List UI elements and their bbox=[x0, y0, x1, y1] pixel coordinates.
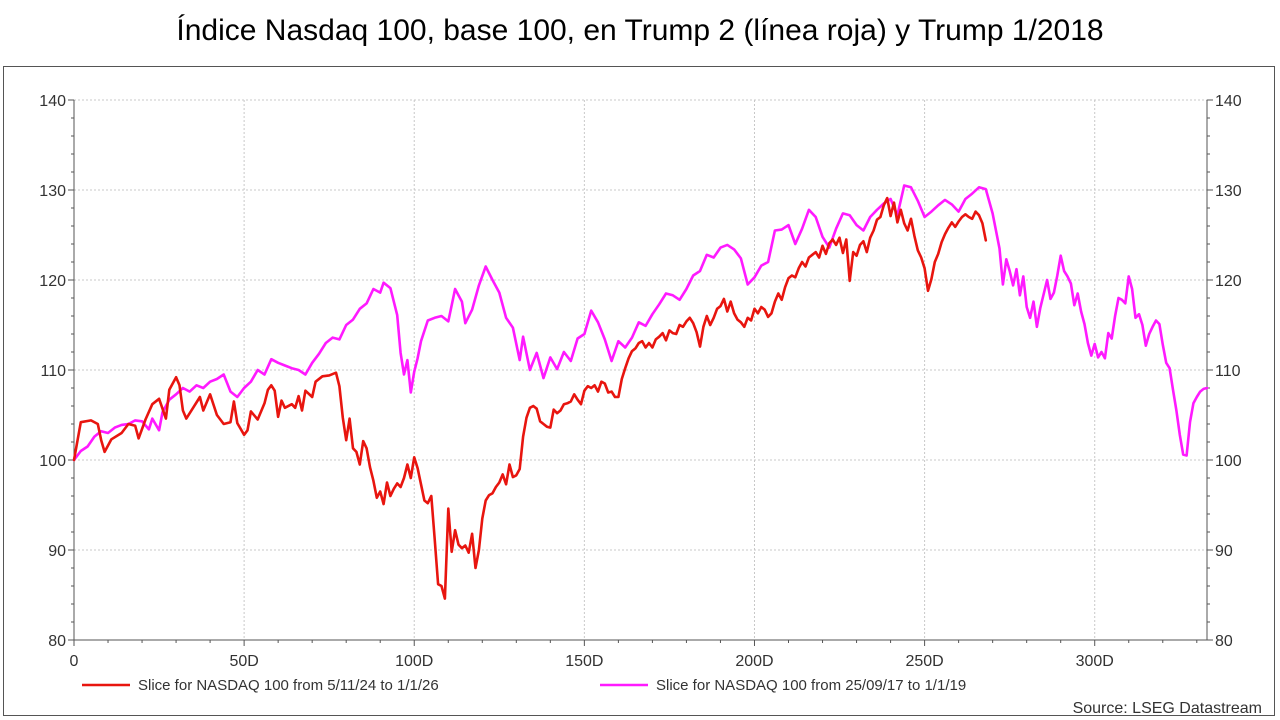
x-tick-label: 100D bbox=[395, 653, 433, 670]
legend-label-0: Slice for NASDAQ 100 from 5/11/24 to 1/1… bbox=[138, 677, 439, 694]
chart-frame bbox=[3, 66, 1275, 716]
x-tick-label: 250D bbox=[905, 653, 943, 670]
y-tick-label-left: 130 bbox=[39, 183, 66, 200]
x-tick-label: 0 bbox=[70, 653, 79, 670]
y-tick-label-right: 140 bbox=[1215, 93, 1242, 110]
series-line-0 bbox=[72, 196, 988, 600]
series-line-1 bbox=[72, 184, 1209, 462]
y-tick-label-right: 80 bbox=[1215, 633, 1233, 650]
y-tick-label-right: 120 bbox=[1215, 273, 1242, 290]
legend-label-1: Slice for NASDAQ 100 from 25/09/17 to 1/… bbox=[656, 677, 966, 694]
x-tick-label: 300D bbox=[1076, 653, 1114, 670]
y-tick-label-right: 90 bbox=[1215, 543, 1233, 560]
source-label: Source: LSEG Datastream bbox=[1073, 700, 1262, 717]
grid-lines bbox=[74, 99, 1207, 640]
y-tick-label-right: 100 bbox=[1215, 453, 1242, 470]
y-tick-label-right: 130 bbox=[1215, 183, 1242, 200]
y-tick-label-left: 110 bbox=[40, 363, 66, 380]
series-group bbox=[72, 184, 1209, 600]
x-tick-label: 50D bbox=[229, 653, 258, 670]
x-tick-label: 200D bbox=[735, 653, 773, 670]
axes: 80 80 90 90 100 100 110 110 120 120 130 130 140 140 0 5… bbox=[39, 93, 1242, 670]
page-title: Índice Nasdaq 100, base 100, en Trump 2 … bbox=[176, 14, 1104, 47]
x-tick-label: 150D bbox=[565, 653, 603, 670]
y-tick-label-left: 120 bbox=[39, 273, 66, 290]
legend: Slice for NASDAQ 100 from 5/11/24 to 1/1… bbox=[82, 677, 966, 694]
y-tick-label-left: 100 bbox=[39, 453, 66, 470]
y-tick-label-left: 90 bbox=[48, 543, 66, 560]
y-tick-label-left: 80 bbox=[48, 633, 66, 650]
y-tick-label-left: 140 bbox=[39, 93, 66, 110]
y-tick-label-right: 110 bbox=[1215, 363, 1241, 380]
